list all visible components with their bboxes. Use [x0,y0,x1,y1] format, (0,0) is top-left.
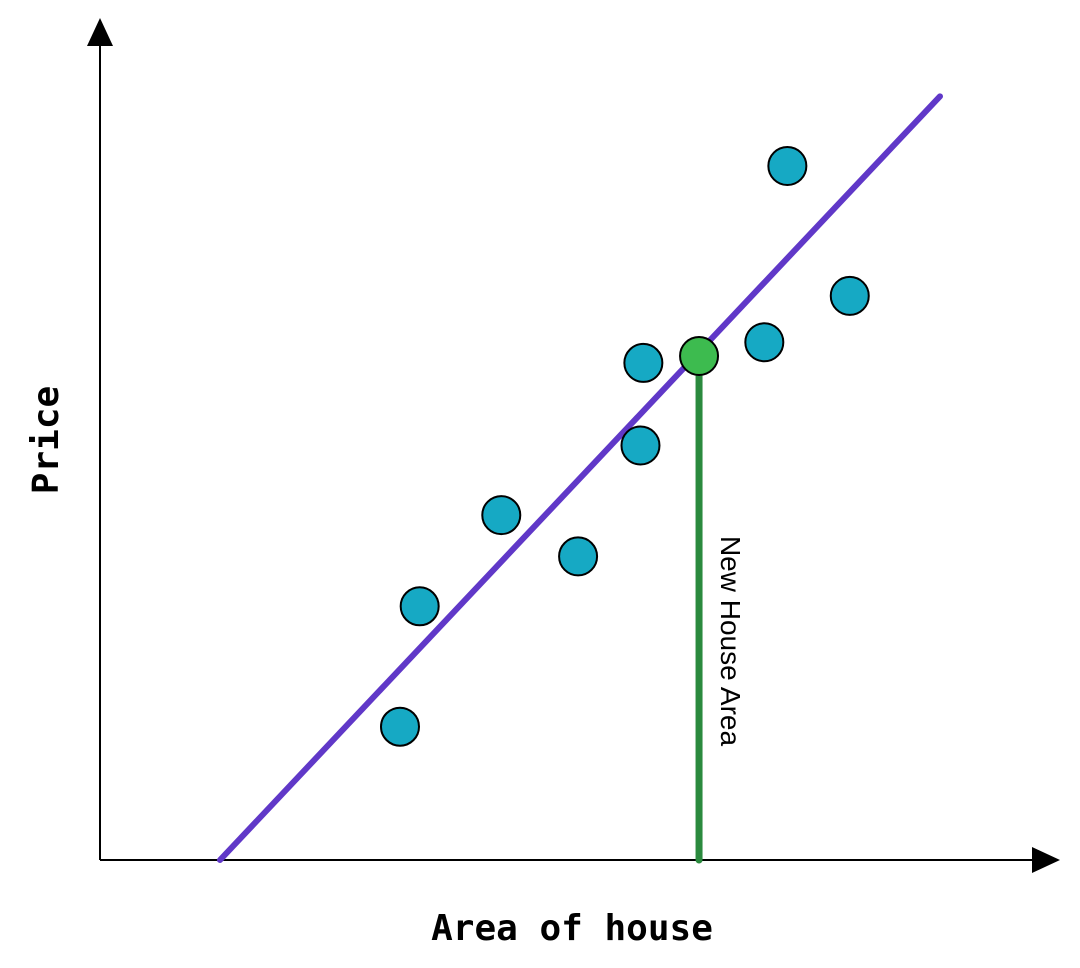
data-point [399,586,440,627]
data-point [620,425,661,466]
data-points [380,145,870,747]
regression-layer [217,93,943,863]
x-axis-arrow [1032,847,1060,873]
data-point [744,322,785,363]
data-point [623,342,664,383]
data-point [558,536,599,577]
regression-line [217,93,943,863]
y-axis-title: Price [26,386,67,494]
new-house-point [679,336,720,377]
x-axis-title: Area of house [431,908,713,949]
data-point [481,495,522,536]
data-point [380,706,420,747]
data-point [767,145,808,186]
axes [87,18,1060,873]
data-point [829,275,870,316]
new-house-annotation: New House Area [715,536,746,747]
y-axis-arrow [87,18,113,46]
